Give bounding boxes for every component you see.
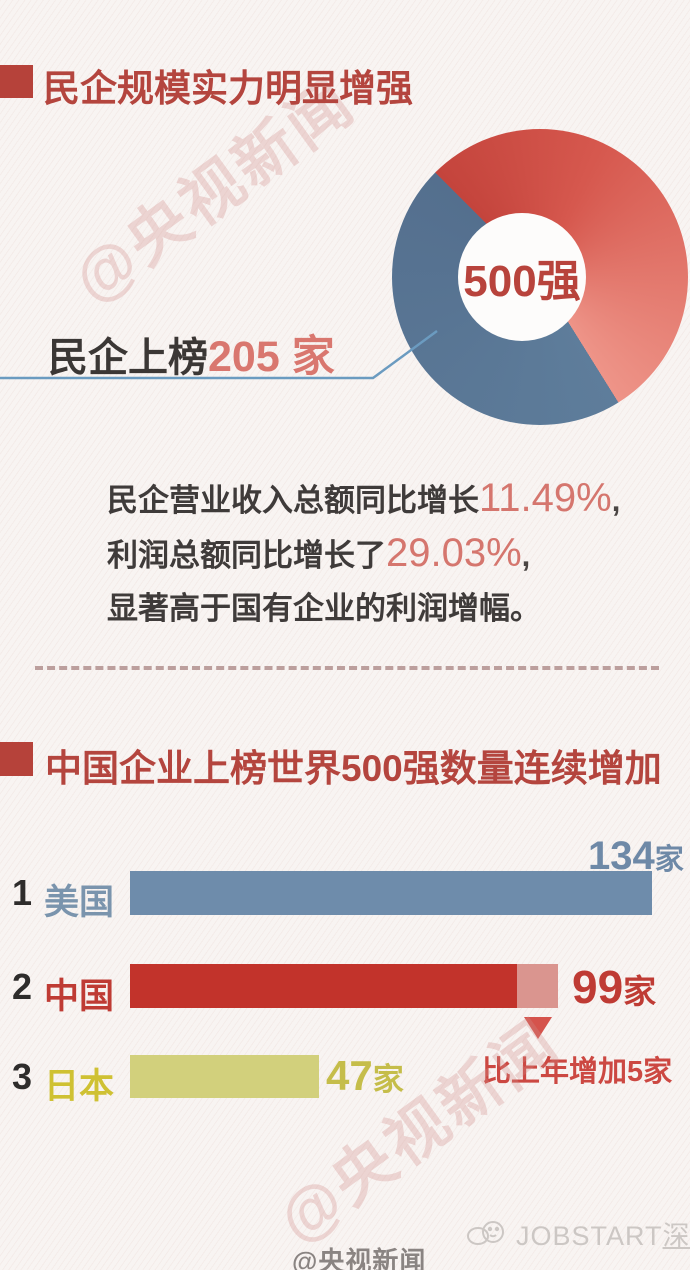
brand-suffix: 深蓝 [662, 1221, 690, 1251]
bar-label-china: 中国 [44, 977, 115, 1016]
donut-callout-value: 205 家 [208, 333, 335, 381]
donut-center-label: 500强 [463, 257, 581, 306]
footer-brand: JOBSTART深蓝 [466, 1214, 690, 1253]
section1-title: 民企规模实力明显增强 [43, 68, 413, 109]
donut-leader-line [0, 329, 438, 380]
stats-line-1: 民企营业收入总额同比增长11.49%, [107, 476, 621, 520]
donut-callout-prefix: 民企上榜 [48, 336, 208, 380]
bar-china-increase-segment [517, 964, 558, 1008]
bar-rank-usa: 1 [12, 872, 33, 913]
bar-usa [130, 871, 652, 915]
bar-china [130, 964, 517, 1008]
section1-header-square [0, 65, 33, 98]
brand-doodle-icon [467, 1220, 504, 1245]
bar-rank-japan: 3 [12, 1056, 33, 1097]
section2-title: 中国企业上榜世界500强数量连续增加 [45, 748, 662, 789]
brand-name: JOBSTART [516, 1221, 663, 1251]
china-increase-annotation: 比上年增加5家 [482, 1056, 673, 1088]
revenue-growth-value: 11.49% [479, 476, 612, 520]
bar-label-usa: 美国 [44, 883, 115, 922]
bar-japan [130, 1055, 319, 1098]
bar-label-japan: 日本 [44, 1067, 115, 1106]
profit-growth-value: 29.03% [386, 531, 522, 575]
bar-value-china: 99 家 [572, 961, 657, 1013]
bar-value-japan: 47 家 [326, 1052, 404, 1099]
dashed-divider [35, 666, 659, 670]
arrow-down-icon [524, 1017, 552, 1039]
section2-header-square [0, 742, 33, 776]
stats-paragraph: 民企营业收入总额同比增长11.49%, 利润总额同比增长了29.03%, 显著高… [107, 472, 667, 635]
donut-callout: 民企上榜205 家 [48, 322, 335, 384]
stats-line-2: 利润总额同比增长了29.03%, [107, 531, 531, 575]
bar-value-usa: 134 家 [588, 834, 684, 878]
footer-credit: @央视新闻 [292, 1246, 427, 1270]
stats-line-3: 显著高于国有企业的利润增幅。 [107, 591, 541, 626]
bar-rank-china: 2 [12, 966, 33, 1007]
donut-hole: 500强 [458, 213, 586, 341]
